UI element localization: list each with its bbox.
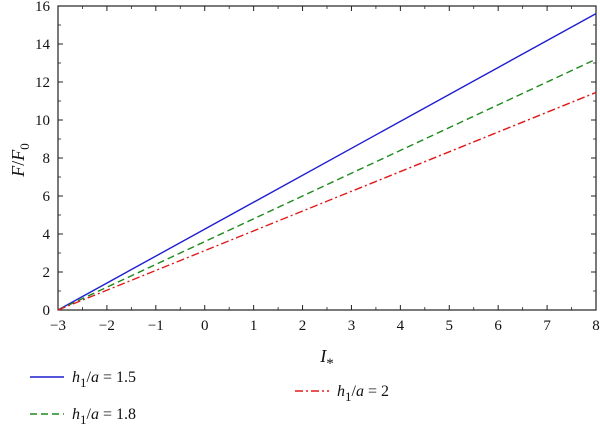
legend-item-2: h1/a = 1.8 (30, 406, 136, 427)
x-tick-label: −3 (50, 318, 66, 334)
x-tick-label: 8 (592, 318, 600, 334)
plot-frame (57, 5, 597, 311)
y-tick-label: 4 (43, 227, 51, 243)
x-tick-label: −2 (99, 318, 115, 334)
series-line-1 (57, 12, 597, 311)
x-axis-title-sub: * (326, 356, 334, 372)
y-axis-title-main2: F (8, 149, 28, 162)
series-layer (57, 12, 597, 311)
legend-item-1: h1/a = 1.5 (30, 369, 136, 390)
y-axis-title-slash: / (8, 161, 28, 166)
x-tick-label: 6 (494, 318, 502, 334)
series-line-2 (57, 58, 597, 311)
y-axis-title: F/F0 (8, 143, 32, 178)
y-tick-label: 16 (35, 0, 51, 15)
x-tick-label: 7 (543, 318, 551, 334)
y-tick-label: 6 (43, 189, 51, 205)
legend-item-3: h1/a = 2 (295, 383, 389, 404)
series-line-3 (57, 91, 597, 311)
y-axis-title-sub: 0 (17, 143, 32, 150)
legend-label: h1/a = 2 (337, 383, 389, 404)
x-tick-label: 2 (299, 318, 307, 334)
x-tick-label: −1 (148, 318, 164, 334)
y-axis-title-main: F (8, 165, 28, 178)
y-tick-label: 14 (35, 37, 51, 53)
x-tick-label: 1 (250, 318, 258, 334)
x-tick-label: 5 (446, 318, 454, 334)
legend-label: h1/a = 1.5 (72, 369, 136, 390)
x-tick-label: 3 (348, 318, 356, 334)
x-axis-title-main: I (319, 346, 327, 366)
y-tick-label: 2 (43, 265, 51, 281)
y-tick-label: 10 (35, 113, 50, 129)
legend-label: h1/a = 1.8 (72, 406, 136, 427)
y-tick-label: 8 (43, 151, 51, 167)
y-tick-label: 0 (43, 303, 51, 319)
legend: h1/a = 1.5 h1/a = 1.8 h1/a = 2 (30, 369, 389, 427)
x-tick-label: 4 (397, 318, 405, 334)
y-tick-label: 12 (35, 75, 50, 91)
x-axis-title: I* (319, 346, 334, 372)
x-tick-label: 0 (201, 318, 209, 334)
